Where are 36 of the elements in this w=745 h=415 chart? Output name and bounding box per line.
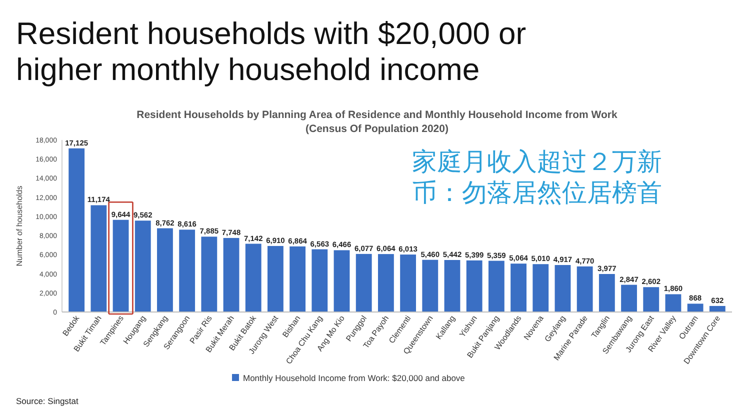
bar (201, 236, 218, 312)
legend-label: Monthly Household Income from Work: $20,000 and above (243, 373, 466, 383)
bar (709, 306, 726, 312)
bar (532, 264, 549, 312)
bar (90, 205, 107, 312)
bar (179, 230, 196, 312)
bar (223, 238, 240, 312)
chart-subtitle: Resident Households by Planning Area of Residence and Monthly Household Income from Work (Census Of Population 2020) (136, 109, 618, 135)
bar (665, 294, 682, 312)
bar (444, 260, 460, 312)
bar (312, 249, 328, 312)
bar (334, 250, 350, 312)
bar (488, 260, 504, 312)
bar (643, 287, 660, 312)
bar (356, 254, 372, 312)
bar (134, 220, 151, 312)
y-axis-title: Number of households (15, 186, 24, 266)
bar (621, 284, 637, 312)
source-note: Source: Singstat (16, 396, 80, 406)
bar (510, 264, 526, 312)
bar (157, 228, 173, 312)
bar (598, 274, 615, 312)
annotation: 家庭月收入超过２万新币：勿落居然位居榜首 (412, 148, 662, 207)
bar (687, 304, 704, 312)
bar (576, 266, 593, 312)
chart-title: Resident households with $20,000 or higher monthly household income (16, 16, 526, 87)
bar (68, 148, 85, 312)
bar (378, 254, 394, 312)
bar (112, 220, 129, 312)
bar (400, 254, 416, 312)
bar (466, 260, 482, 312)
bar (268, 246, 284, 312)
bar (422, 260, 438, 312)
bar (554, 265, 571, 312)
bar (245, 244, 262, 312)
bar (290, 246, 306, 312)
